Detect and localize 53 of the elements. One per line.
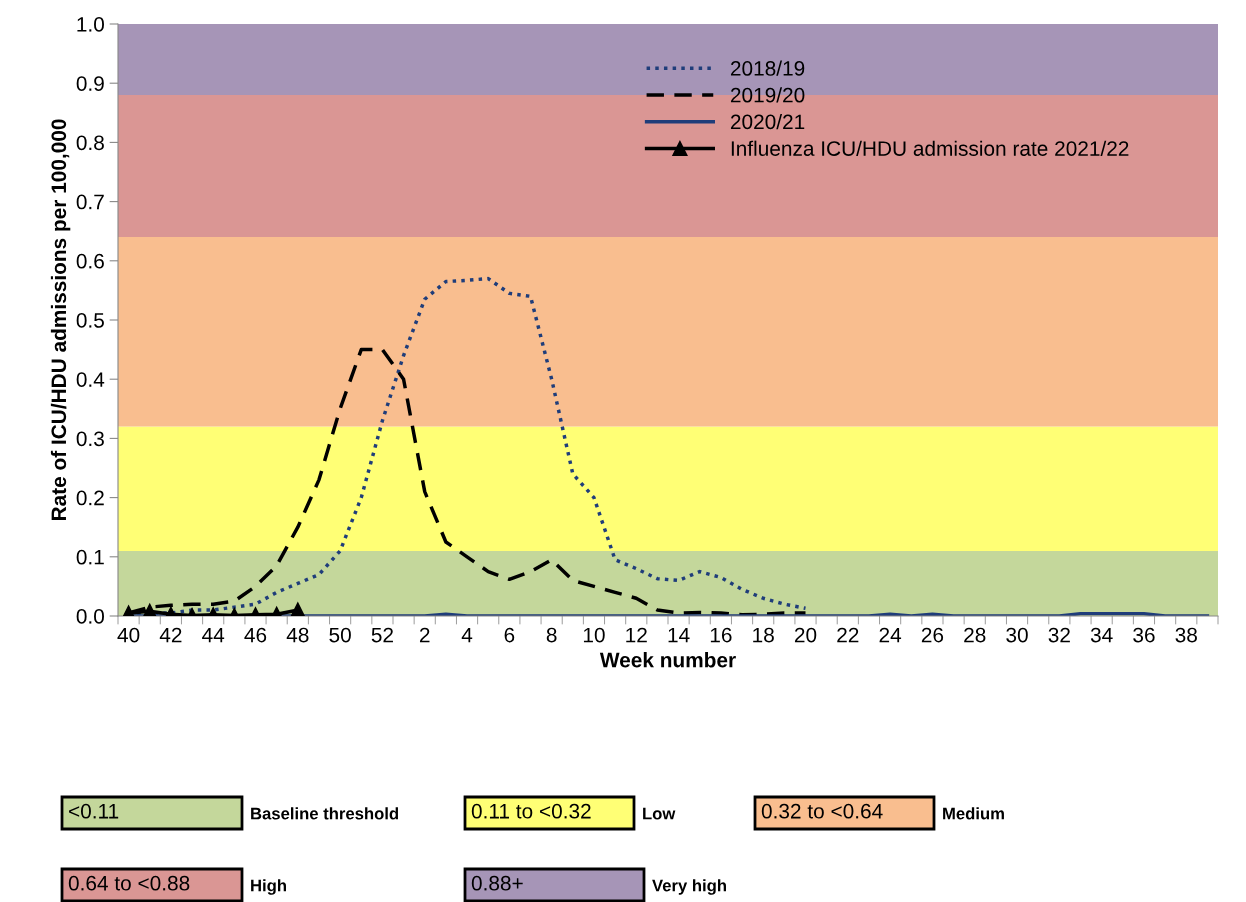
text: Low — [643, 807, 676, 820]
x-tick-label: 34 — [1090, 627, 1113, 643]
text: 0.11 to <0.32 — [471, 803, 591, 819]
x-tick-label: 44 — [202, 627, 225, 643]
text: High — [251, 879, 286, 895]
x-tick-label: 36 — [1133, 627, 1155, 643]
legend-label: 2018/19 — [730, 60, 805, 76]
x-tick-label: 4 — [461, 627, 473, 643]
y-tick-label: 0.7 — [76, 194, 104, 210]
y-tick-label: 0.0 — [76, 609, 104, 624]
x-tick-label: 32 — [1048, 627, 1070, 643]
x-tick-label: 20 — [794, 627, 817, 643]
x-axis-title: Week number — [599, 652, 736, 668]
y-axis-title: Rate of ICU/HDU admissions per 100,000 — [50, 119, 71, 521]
y-tick-label: 0.1 — [76, 549, 104, 565]
text: <0.11 — [69, 803, 119, 819]
x-tick-label: 16 — [710, 627, 732, 643]
y-tick-label: 0.9 — [76, 76, 104, 91]
text: Baseline threshold — [251, 807, 399, 820]
x-tick-label: 38 — [1175, 627, 1197, 643]
x-tick-label: 40 — [117, 627, 140, 643]
x-tick-label: 46 — [244, 627, 267, 643]
y-tick-label: 0.2 — [76, 490, 104, 506]
y-tick-label: 0.4 — [76, 372, 105, 387]
legend-label: Influenza ICU/HDU admission rate 2021/22 — [731, 140, 1129, 156]
y-tick-label: 0.3 — [76, 431, 104, 447]
text: 0.88+ — [471, 875, 523, 891]
x-tick-label: 22 — [837, 627, 859, 643]
x-tick-label: 42 — [159, 627, 182, 643]
y-tick-label: 0.8 — [76, 135, 104, 151]
x-tick-label: 24 — [879, 627, 902, 643]
x-tick-label: 50 — [329, 627, 351, 643]
x-tick-label: 26 — [921, 627, 944, 643]
y-tick-label: 0.5 — [76, 313, 104, 328]
x-tick-label: 28 — [964, 627, 986, 643]
x-tick-label: 10 — [583, 627, 605, 643]
y-tick-label: 1.0 — [77, 17, 104, 32]
y-tick-label: 0.6 — [76, 253, 104, 269]
legend-label: 2020/21 — [730, 113, 805, 130]
x-tick-label: 52 — [371, 627, 393, 643]
text: 0.64 to <0.88 — [68, 875, 190, 891]
text: Medium — [943, 807, 1004, 820]
x-tick-label: 6 — [504, 627, 515, 643]
x-tick-label: 18 — [753, 627, 774, 643]
x-tick-label: 8 — [546, 627, 557, 643]
legend-label: 2019/20 — [730, 87, 805, 103]
text: Very high — [652, 879, 726, 895]
x-tick-label: 48 — [286, 627, 309, 643]
x-tick-label: 30 — [1006, 627, 1028, 643]
x-tick-label: 2 — [419, 627, 430, 643]
x-tick-label: 14 — [668, 627, 690, 643]
x-tick-label: 12 — [626, 627, 647, 643]
text: 0.32 to <0.64 — [761, 803, 883, 819]
